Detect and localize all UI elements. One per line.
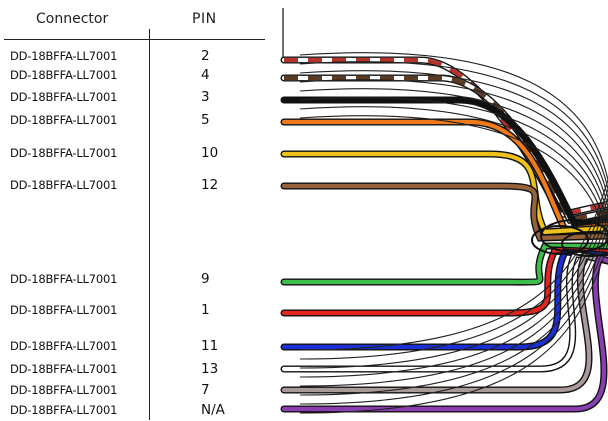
wire-yellow bbox=[280, 150, 608, 236]
wire-blue bbox=[280, 248, 608, 351]
pin-label: 12 bbox=[201, 177, 219, 193]
connector-label: DD-18BFFA-LL7001 bbox=[10, 113, 118, 127]
wire-gray bbox=[280, 251, 608, 394]
connector-label: DD-18BFFA-LL7001 bbox=[10, 49, 118, 63]
connector-label: DD-18BFFA-LL7001 bbox=[10, 178, 118, 192]
connector-column-header: Connector bbox=[36, 11, 109, 27]
connector-label: DD-18BFFA-LL7001 bbox=[10, 403, 118, 417]
pin-label: N/A bbox=[201, 402, 225, 418]
pin-label: 2 bbox=[201, 48, 210, 64]
connector-label: DD-18BFFA-LL7001 bbox=[10, 339, 118, 353]
connector-label: DD-18BFFA-LL7001 bbox=[10, 362, 118, 376]
connector-label: DD-18BFFA-LL7001 bbox=[10, 68, 118, 82]
header-divider bbox=[4, 39, 265, 40]
connector-label: DD-18BFFA-LL7001 bbox=[10, 272, 118, 286]
wire-brown bbox=[280, 182, 608, 242]
pin-label: 5 bbox=[201, 112, 210, 128]
pin-label: 1 bbox=[201, 302, 210, 318]
pin-label: 3 bbox=[201, 89, 210, 105]
pin-label: 11 bbox=[201, 338, 219, 354]
pin-label: 4 bbox=[201, 67, 210, 83]
pin-column-header: PIN bbox=[192, 11, 217, 27]
wire-green bbox=[280, 242, 608, 286]
connector-label: DD-18BFFA-LL7001 bbox=[10, 303, 118, 317]
wire-orange bbox=[280, 118, 608, 234]
wire-white bbox=[280, 250, 608, 373]
pin-label: 10 bbox=[201, 145, 219, 161]
connector-label: DD-18BFFA-LL7001 bbox=[10, 146, 118, 160]
connector-label: DD-18BFFA-LL7001 bbox=[10, 90, 118, 104]
wire-bundle bbox=[531, 219, 608, 257]
wire-black bbox=[280, 96, 608, 229]
pin-label: 13 bbox=[201, 361, 219, 377]
wire-purple bbox=[280, 253, 608, 413]
pin-label: 7 bbox=[201, 382, 210, 398]
column-divider bbox=[149, 29, 150, 420]
pin-label: 9 bbox=[201, 271, 210, 287]
connector-label: DD-18BFFA-LL7001 bbox=[10, 383, 118, 397]
